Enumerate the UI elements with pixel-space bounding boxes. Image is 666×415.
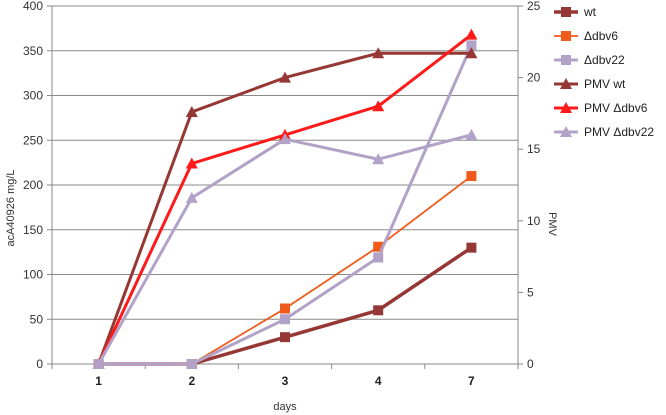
data-point xyxy=(372,100,385,112)
y2-tick-label: 10 xyxy=(527,214,541,228)
data-point xyxy=(185,191,198,203)
legend-label: Δdbv6 xyxy=(584,29,618,43)
legend-swatch-marker xyxy=(561,55,571,65)
data-point xyxy=(279,133,291,145)
x-tick-label: 4 xyxy=(375,374,382,388)
legend-item: PMV wt xyxy=(554,77,626,91)
y2-tick-label: 25 xyxy=(527,0,541,13)
legend-item: Δdbv22 xyxy=(554,53,625,67)
data-point xyxy=(373,305,384,316)
y2-tick-label: 15 xyxy=(527,142,541,156)
x-tick-label: 2 xyxy=(188,374,195,388)
y-tick-label: 150 xyxy=(23,223,43,237)
data-point xyxy=(372,153,385,165)
y-tick-label: 50 xyxy=(30,312,44,326)
legend-label: PMV wt xyxy=(584,77,626,91)
y-tick-label: 100 xyxy=(23,268,43,282)
y-axis-left-ticks: 0 50 100 150 200 250 300 350 400 xyxy=(23,0,52,371)
y-tick-label: 250 xyxy=(23,133,43,147)
data-point xyxy=(280,314,290,325)
legend-label: Δdbv22 xyxy=(584,53,625,67)
data-point xyxy=(185,105,198,117)
data-point xyxy=(185,157,198,169)
data-point xyxy=(92,358,105,369)
data-point xyxy=(373,241,384,252)
y2-tick-label: 0 xyxy=(527,357,534,371)
y2-tick-label: 5 xyxy=(527,285,534,299)
legend: wt Δdbv6 Δdbv22 PMV wt PMV Δdbv6 PMV Δdbv22 xyxy=(554,5,654,139)
y-axis-right-title: PMV xyxy=(546,212,558,237)
legend-swatch-marker xyxy=(560,126,572,137)
y-tick-label: 200 xyxy=(23,178,43,192)
data-point xyxy=(373,252,384,263)
data-point xyxy=(280,332,290,343)
legend-item: wt xyxy=(554,5,597,19)
x-tick-label: 3 xyxy=(282,374,289,388)
legend-label: wt xyxy=(583,5,597,19)
data-point xyxy=(466,40,477,51)
y-axis-right-ticks: 0 5 10 15 20 25 xyxy=(518,0,541,371)
legend-swatch-marker xyxy=(560,78,572,89)
series-group xyxy=(92,28,478,369)
legend-swatch-marker xyxy=(561,7,571,17)
data-point xyxy=(280,303,290,314)
y-tick-label: 400 xyxy=(23,0,43,13)
data-point xyxy=(465,128,478,140)
legend-label: PMV Δdbv22 xyxy=(584,125,654,139)
y-tick-label: 300 xyxy=(23,89,43,103)
data-point xyxy=(279,71,291,83)
data-point xyxy=(186,359,197,369)
data-point xyxy=(466,171,477,182)
legend-item: Δdbv6 xyxy=(554,29,618,43)
data-point xyxy=(465,28,478,40)
x-tick-label: 1 xyxy=(95,374,102,388)
y-axis-left-title: acA40926 mg/L xyxy=(5,169,17,246)
data-point xyxy=(466,242,477,253)
x-axis-ticks: 1 2 3 4 7 xyxy=(51,364,519,388)
legend-swatch-marker xyxy=(561,31,571,41)
series-5 xyxy=(92,128,478,369)
data-point xyxy=(372,47,385,59)
y-tick-label: 0 xyxy=(36,357,43,371)
x-axis-title: days xyxy=(273,401,297,413)
x-tick-label: 7 xyxy=(468,374,475,388)
y2-tick-label: 20 xyxy=(527,71,541,85)
legend-swatch-marker xyxy=(560,102,572,113)
data-point xyxy=(465,47,478,59)
legend-item: PMV Δdbv22 xyxy=(554,125,654,139)
legend-item: PMV Δdbv6 xyxy=(554,101,648,115)
legend-label: PMV Δdbv6 xyxy=(584,101,648,115)
y-tick-label: 350 xyxy=(23,44,43,58)
